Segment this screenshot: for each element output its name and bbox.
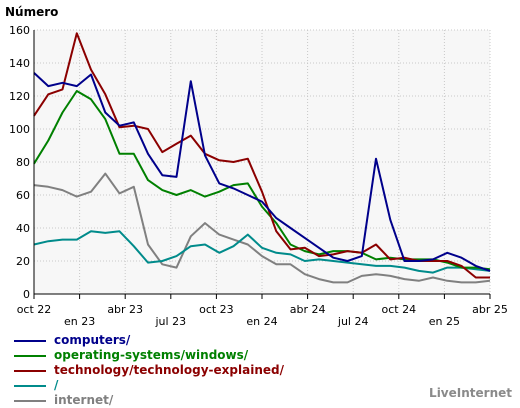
liveinternet-brand[interactable]: LiveInternet [429, 386, 512, 400]
y-tick-label: 160 [9, 24, 30, 37]
legend-label-technology-explained[interactable]: technology/technology-explained/ [54, 363, 284, 377]
x-tick-label: abr 25 [472, 303, 508, 316]
legend-label-root[interactable]: / [54, 378, 59, 392]
line-chart: Número 0 20 40 60 80 100 120 140 160 oct 22 en 23… [5, 5, 508, 328]
series-lines [33, 32, 491, 284]
x-tick-label: jul 24 [337, 315, 369, 328]
legend-label-windows[interactable]: operating-systems/windows/ [54, 348, 249, 362]
x-tick-label: jul 23 [155, 315, 187, 328]
y-tick-label: 140 [9, 57, 30, 70]
legend-swatch-windows [14, 355, 46, 357]
y-tick-labels: 0 20 40 60 80 100 120 140 160 [9, 24, 30, 301]
legend-swatch-root [14, 385, 46, 387]
y-tick-label: 100 [9, 123, 30, 136]
x-tick-label: oct 24 [382, 303, 417, 316]
x-tick-label: oct 23 [199, 303, 234, 316]
legend-swatch-computers [14, 340, 46, 342]
series-line-4 [33, 172, 491, 284]
legend-label-internet[interactable]: internet/ [54, 393, 114, 407]
x-tick-labels: oct 22 en 23 abr 23 jul 23 oct 23 en 24 abr 24… [17, 303, 508, 328]
series-line-0 [33, 72, 491, 272]
legend-swatch-technology-explained [14, 370, 46, 372]
legend-swatch-internet [14, 400, 46, 402]
x-tick-label: abr 23 [107, 303, 143, 316]
legend-label-computers[interactable]: computers/ [54, 333, 131, 347]
y-tick-label: 0 [23, 288, 30, 301]
series-line-3 [33, 230, 491, 274]
y-axis-title: Número [5, 5, 58, 19]
y-tick-label: 120 [9, 90, 30, 103]
y-tick-label: 80 [16, 156, 30, 169]
x-tick-label: en 25 [429, 315, 460, 328]
axes [33, 30, 491, 299]
y-tick-label: 40 [16, 222, 30, 235]
series-line-2 [33, 32, 490, 279]
y-tick-label: 20 [16, 255, 30, 268]
x-tick-label: en 23 [64, 315, 95, 328]
x-tick-label: oct 22 [17, 303, 52, 316]
x-tick-label: abr 24 [290, 303, 326, 316]
y-tick-label: 60 [16, 189, 30, 202]
x-tick-label: en 24 [246, 315, 277, 328]
